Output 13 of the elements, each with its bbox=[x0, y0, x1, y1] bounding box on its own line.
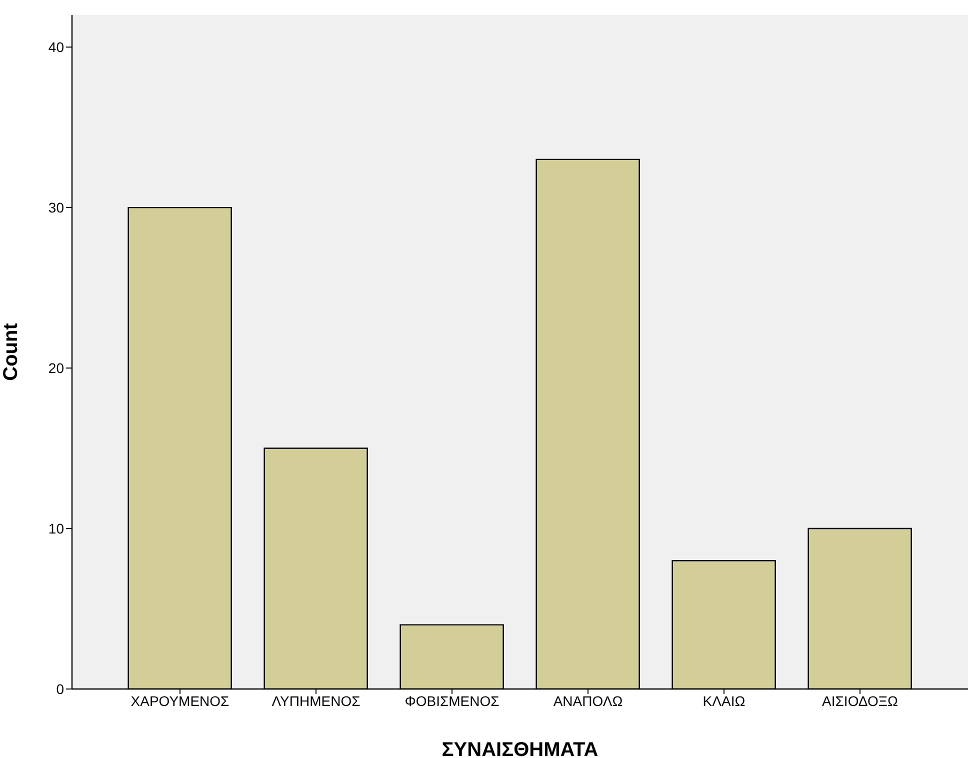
x-tick-label: ΛΥΠΗΜΕΝΟΣ bbox=[272, 692, 361, 709]
x-tick-label: ΦΟΒΙΣΜΕΝΟΣ bbox=[404, 692, 500, 709]
x-tick-label: ΑΙΣΙΟΔΟΞΩ bbox=[822, 692, 898, 709]
y-tick-label: 30 bbox=[48, 200, 64, 216]
y-tick-label: 40 bbox=[48, 39, 64, 56]
y-tick-label: 20 bbox=[48, 360, 64, 376]
y-axis-title: Count bbox=[0, 322, 22, 381]
x-tick-label: ΚΛΑΙΩ bbox=[702, 692, 746, 709]
x-axis-title: ΣΥΝΑΙΣΘΗΜΑΤΑ bbox=[442, 739, 598, 758]
x-tick-label: ΧΑΡΟΥΜΕΝΟΣ bbox=[130, 692, 230, 709]
y-tick-label: 10 bbox=[48, 520, 64, 536]
y-tick-label: 0 bbox=[56, 680, 64, 697]
x-tick-label: ΑΝΑΠΟΛΩ bbox=[553, 692, 623, 709]
